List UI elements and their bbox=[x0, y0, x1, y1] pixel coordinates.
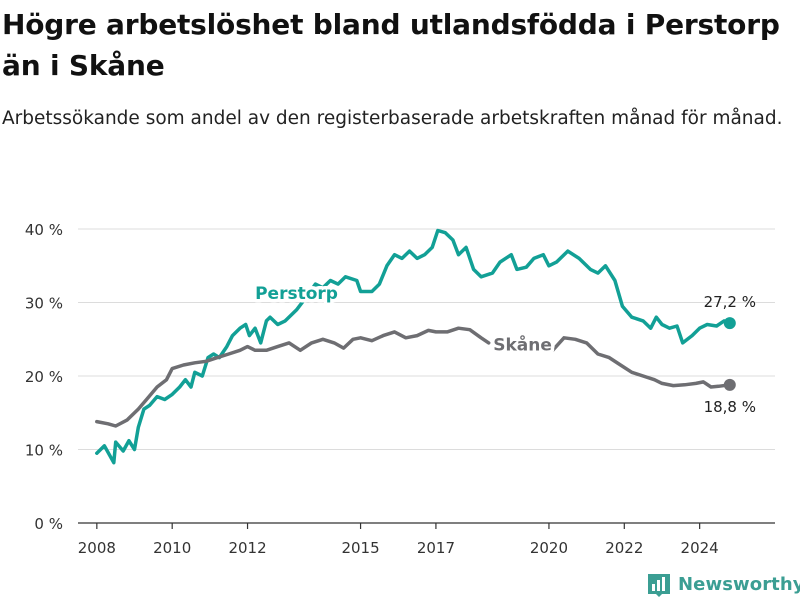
series-line-sk-ne bbox=[95, 326, 732, 428]
x-tick-label: 2024 bbox=[681, 539, 719, 557]
chart-title: Högre arbetslöshet bland utlandsfödda i … bbox=[2, 8, 780, 82]
x-tick-label: 2017 bbox=[417, 539, 455, 557]
end-value-label-sk-ne: 18,8 % bbox=[704, 398, 756, 416]
end-value-label-perstorp: 27,2 % bbox=[704, 293, 756, 311]
series-line-perstorp bbox=[95, 228, 732, 465]
x-tick-label: 2012 bbox=[228, 539, 266, 557]
chart-subtitle: Arbetssökande som andel av den registerb… bbox=[2, 108, 783, 129]
x-tick-label: 2010 bbox=[153, 539, 191, 557]
x-tick-label: 2022 bbox=[605, 539, 643, 557]
y-tick-label: 40 % bbox=[25, 221, 63, 239]
x-tick-label: 2008 bbox=[78, 539, 116, 557]
y-tick-label: 30 % bbox=[25, 295, 63, 313]
x-tick-label: 2020 bbox=[530, 539, 568, 557]
end-point-sk-ne bbox=[723, 378, 736, 391]
y-tick-label: 20 % bbox=[25, 368, 63, 386]
series-label-perstorp: Perstorp bbox=[255, 284, 338, 304]
x-tick-label: 2015 bbox=[341, 539, 379, 557]
end-point-perstorp bbox=[723, 317, 736, 330]
brand-logo: Newsworthy bbox=[646, 570, 800, 598]
newsworthy-icon bbox=[648, 574, 670, 597]
y-tick-label: 0 % bbox=[34, 515, 63, 533]
series-label-sk-ne: Skåne bbox=[493, 333, 552, 355]
brand-name: Newsworthy bbox=[678, 573, 800, 595]
y-tick-label: 10 % bbox=[25, 442, 63, 460]
